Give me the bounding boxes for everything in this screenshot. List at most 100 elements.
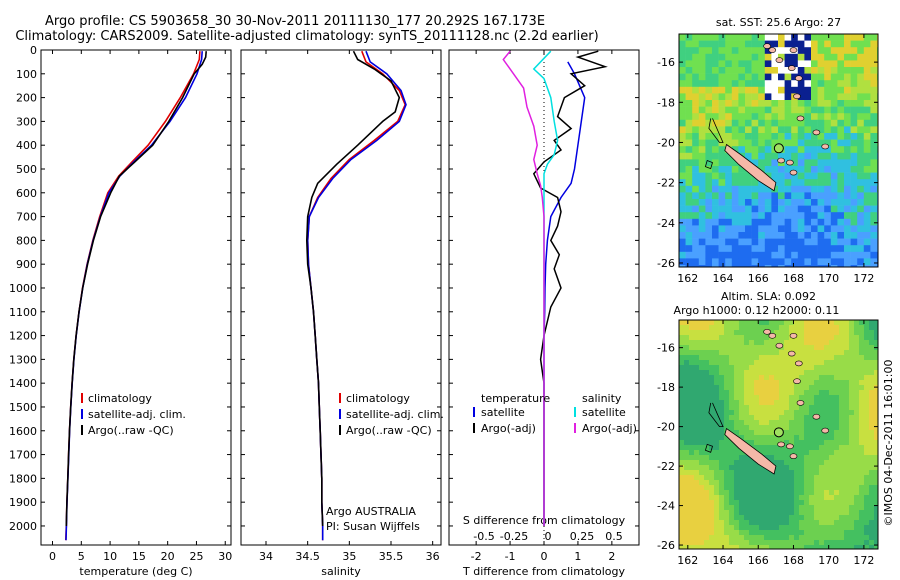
sla-cell: [769, 370, 775, 376]
sla-cell: [694, 390, 700, 396]
sla-map-frame: [678, 319, 879, 550]
sst-cell: [791, 232, 799, 239]
sla-cell: [724, 530, 730, 536]
sla-cell: [714, 355, 720, 361]
sla-cell: [789, 440, 795, 446]
y-tick-label: 300: [16, 115, 37, 128]
sla-cell: [814, 320, 820, 326]
small-island: [796, 400, 805, 406]
sla-cell: [769, 345, 775, 351]
sla-cell: [819, 385, 825, 391]
sst-cell: [731, 146, 739, 154]
sla-cell: [724, 420, 730, 426]
sla-cell: [729, 395, 735, 401]
sla-cell: [679, 410, 685, 416]
sla-cell: [794, 415, 800, 421]
sla-cell: [769, 445, 775, 451]
sla-cell: [694, 525, 700, 531]
sst-cell: [725, 47, 733, 55]
sst-cell: [725, 152, 733, 160]
sst-cell: [784, 86, 792, 94]
sla-cell: [789, 515, 795, 521]
sla-cell: [809, 505, 815, 511]
sst-cell: [857, 106, 865, 114]
sla-cell: [864, 390, 870, 396]
sla-cell: [834, 445, 840, 451]
sla-cell: [854, 460, 860, 466]
sla-cell: [689, 480, 695, 486]
sst-cell: [857, 251, 865, 259]
sla-cell: [774, 545, 780, 549]
float-program-label: Argo AUSTRALIA: [326, 505, 416, 518]
sla-cell: [719, 490, 725, 496]
sst-cell: [797, 67, 805, 74]
sst-cell: [731, 238, 739, 246]
sla-cell: [689, 500, 695, 506]
sla-cell: [869, 415, 875, 421]
sla-cell: [774, 475, 780, 481]
sla-cell: [694, 320, 700, 326]
sla-cell: [754, 425, 760, 431]
sla-cell: [814, 350, 820, 356]
sst-cell: [778, 80, 785, 88]
sla-cell: [734, 320, 740, 326]
sst-map-frame: [678, 33, 879, 268]
sst-cell: [791, 40, 799, 48]
sla-cell: [849, 365, 855, 371]
sst-cell: [692, 179, 700, 187]
sla-cell: [694, 360, 700, 366]
legend-salinity-title: salinity: [582, 392, 622, 405]
sla-cell: [829, 425, 835, 431]
sla-cell: [829, 405, 835, 411]
sla-cell: [854, 510, 860, 516]
sla-cell: [764, 515, 770, 521]
sla-cell: [859, 430, 865, 436]
sla-cell: [784, 420, 790, 426]
sla-cell: [679, 370, 685, 376]
sst-cell: [844, 73, 851, 81]
sst-cell: [705, 60, 713, 68]
sst-cell: [857, 232, 865, 239]
sst-cell: [844, 106, 851, 114]
sla-map-title: Altim. SLA: 0.092: [721, 290, 816, 303]
sst-cell: [771, 126, 779, 134]
sla-cell: [844, 430, 850, 436]
sst-cell: [698, 113, 706, 121]
sla-cell: [689, 435, 695, 441]
sla-cell: [709, 345, 715, 351]
sst-cell: [804, 166, 812, 173]
sst-cell: [844, 205, 851, 213]
sst-cell: [804, 93, 812, 101]
sst-cell: [837, 47, 845, 55]
sst-cell: [857, 113, 865, 121]
sst-cell: [771, 86, 779, 94]
sla-cell: [684, 410, 690, 416]
sst-cell: [830, 218, 838, 226]
sla-cell: [814, 345, 820, 351]
sla-cell: [819, 450, 825, 456]
sst-cell: [712, 172, 719, 180]
sla-cell: [869, 410, 875, 416]
sla-cell: [844, 490, 850, 496]
sla-cell: [824, 535, 830, 541]
sla-cell: [784, 525, 790, 531]
sla-cell: [699, 485, 705, 491]
sla-cell: [749, 460, 755, 466]
sla-cell: [689, 440, 695, 446]
sla-cell: [824, 520, 830, 526]
sla-cell: [864, 365, 870, 371]
sla-cell: [804, 530, 810, 536]
sst-cell: [705, 232, 713, 239]
sla-cell: [869, 480, 875, 486]
sst-cell: [778, 73, 785, 81]
sla-cell: [829, 520, 835, 526]
sst-cell: [870, 258, 878, 266]
sla-cell: [679, 475, 685, 481]
sst-cell: [837, 251, 845, 259]
sla-cell: [824, 445, 830, 451]
sst-cell: [804, 40, 812, 48]
new-caledonia-island: [724, 143, 777, 192]
sst-cell: [771, 232, 779, 239]
sla-cell: [734, 485, 740, 491]
sla-cell: [804, 445, 810, 451]
